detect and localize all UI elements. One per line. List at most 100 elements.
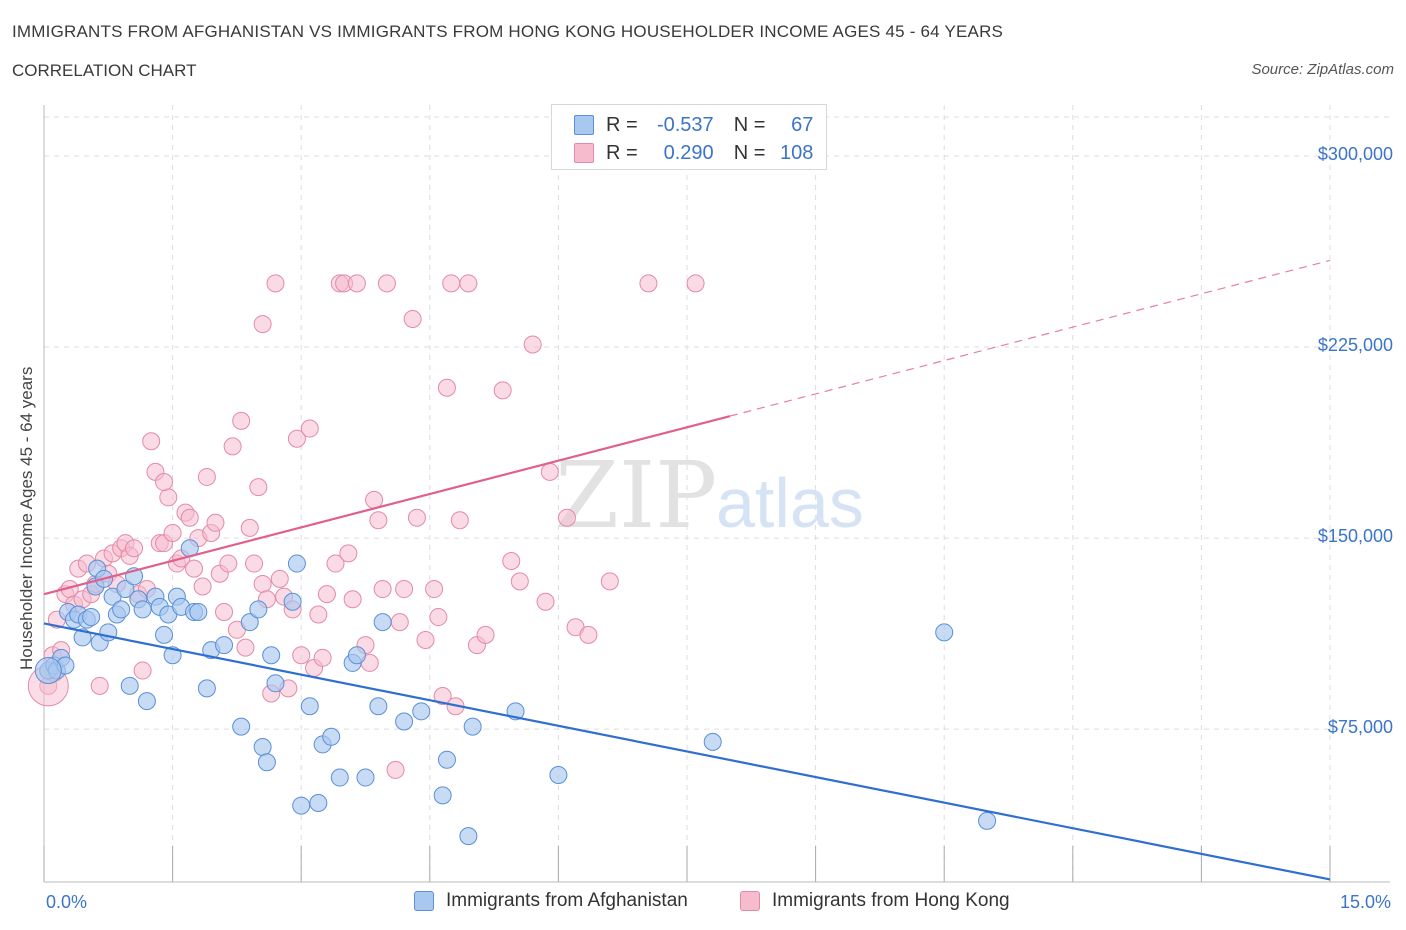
hongkong-point xyxy=(223,437,242,456)
hongkong-point xyxy=(369,511,388,530)
hongkong-point xyxy=(600,572,619,591)
hongkong-point xyxy=(159,488,178,507)
hongkong-point xyxy=(416,630,435,649)
hongkong-point xyxy=(429,608,448,627)
afghanistan-point xyxy=(116,580,135,599)
legend-row-hongkong: R = 0.290 N = 108 xyxy=(574,141,813,165)
afghanistan-point xyxy=(395,712,414,731)
legend-n-value: 108 xyxy=(780,141,814,164)
legend-n-value: 67 xyxy=(791,113,814,136)
afghanistan-point xyxy=(978,811,997,830)
afghanistan-point xyxy=(330,768,349,787)
hongkong-point xyxy=(407,508,426,527)
y-axis-label-wrap: Householder Income Ages 45 - 64 years xyxy=(17,367,37,680)
afghanistan-point xyxy=(347,646,366,665)
hongkong-trend-dashed xyxy=(729,259,1331,417)
hongkong-point xyxy=(557,508,576,527)
hongkong-point xyxy=(142,432,161,451)
hongkong-point xyxy=(442,274,461,293)
hongkong-point xyxy=(373,580,392,599)
afghanistan-point xyxy=(240,613,259,632)
afghanistan-point xyxy=(356,768,375,787)
legend-item-afghanistan[interactable]: Immigrants from Afghanistan xyxy=(414,890,688,912)
correlation-legend: R = -0.537 N = 67 R = 0.290 N = 108 xyxy=(551,104,827,170)
legend-label-afghanistan: Immigrants from Afghanistan xyxy=(446,890,688,911)
legend-r-value: -0.537 xyxy=(656,113,714,136)
hongkong-point xyxy=(266,274,285,293)
afghanistan-point xyxy=(257,753,276,772)
hongkong-point xyxy=(253,574,272,593)
afghanistan-point xyxy=(189,602,208,621)
legend-swatch-afghanistan xyxy=(574,115,594,135)
afghanistan-point xyxy=(433,786,452,805)
hongkong-point xyxy=(395,580,414,599)
afghanistan-point xyxy=(253,737,272,756)
afghanistan-point xyxy=(292,796,311,815)
hongkong-point xyxy=(686,274,705,293)
afghanistan-point xyxy=(262,646,281,665)
afghanistan-point-large xyxy=(34,657,62,685)
hongkong-point xyxy=(180,508,199,527)
afghanistan-point xyxy=(287,554,306,573)
watermark-atlas: atlas xyxy=(716,464,864,542)
hongkong-point xyxy=(300,419,319,438)
hongkong-point xyxy=(133,661,152,680)
hongkong-point xyxy=(510,572,529,591)
afghanistan-point xyxy=(300,697,319,716)
afghanistan-point xyxy=(133,600,152,619)
hongkong-point xyxy=(240,518,259,537)
y-tick-label: $75,000 xyxy=(1327,717,1393,738)
hongkong-point xyxy=(125,539,144,558)
afghanistan-point xyxy=(549,766,568,785)
hongkong-point xyxy=(579,625,598,644)
x-tick-label-max: 15.0% xyxy=(1340,892,1392,912)
hongkong-point xyxy=(185,559,204,578)
y-tick-label: $225,000 xyxy=(1317,335,1393,356)
hongkong-point xyxy=(90,676,109,695)
hongkong-point xyxy=(309,605,328,624)
afghanistan-point xyxy=(935,623,954,642)
afghanistan-point xyxy=(137,692,156,711)
hongkong-point xyxy=(437,378,456,397)
hongkong-trend-solid xyxy=(43,415,731,596)
hongkong-point xyxy=(292,646,311,665)
hongkong-point xyxy=(197,467,216,486)
hongkong-point xyxy=(386,760,405,779)
afghanistan-point xyxy=(82,608,101,627)
legend-r-value: 0.290 xyxy=(663,141,714,164)
hongkong-point xyxy=(317,585,336,604)
y-tick-label: $150,000 xyxy=(1317,526,1393,547)
afghanistan-point xyxy=(73,628,92,647)
afghanistan-point xyxy=(412,702,431,721)
hongkong-point xyxy=(459,274,478,293)
afghanistan-point xyxy=(215,636,234,655)
hongkong-point xyxy=(232,411,251,430)
hongkong-point xyxy=(343,590,362,609)
afghanistan-point xyxy=(197,679,216,698)
hongkong-point xyxy=(313,648,332,667)
afghanistan-point xyxy=(437,750,456,769)
afghanistan-point xyxy=(463,717,482,736)
hongkong-point xyxy=(425,580,444,599)
afghanistan-point xyxy=(309,794,328,813)
x-tick-label-min: 0.0% xyxy=(46,892,88,912)
afghanistan-point xyxy=(163,646,182,665)
y-axis-label: Householder Income Ages 45 - 64 years xyxy=(17,366,36,670)
legend-item-hongkong[interactable]: Immigrants from Hong Kong xyxy=(740,890,1010,912)
hongkong-point xyxy=(326,554,345,573)
hongkong-point xyxy=(155,473,174,492)
hongkong-point xyxy=(219,554,238,573)
hongkong-point xyxy=(523,335,542,354)
hongkong-point xyxy=(215,602,234,621)
axes xyxy=(43,105,1390,883)
afghanistan-point xyxy=(459,827,478,846)
hongkong-point xyxy=(493,381,512,400)
hongkong-point xyxy=(163,523,182,542)
hongkong-point xyxy=(476,625,495,644)
afghanistan-point xyxy=(266,674,285,693)
hongkong-point xyxy=(347,274,366,293)
afghanistan-point xyxy=(120,676,139,695)
watermark-zip: ZIP xyxy=(555,442,717,549)
source-note: Source: ZipAtlas.com xyxy=(1251,61,1394,78)
